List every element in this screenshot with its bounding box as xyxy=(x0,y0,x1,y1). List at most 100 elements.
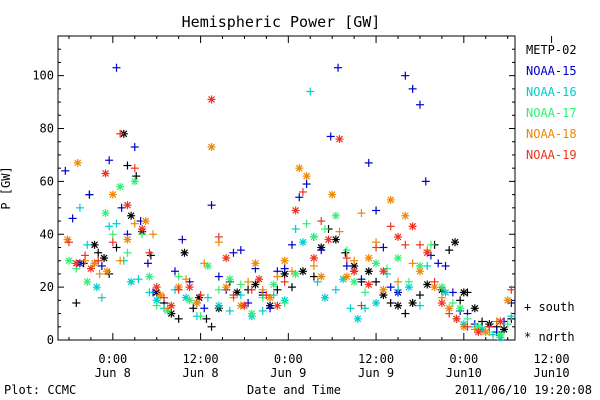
north-point xyxy=(90,240,99,249)
north-point xyxy=(130,177,139,186)
south-point xyxy=(207,201,216,210)
north-point xyxy=(180,248,189,257)
north-point xyxy=(141,217,150,226)
north-point xyxy=(90,259,99,268)
x-tick-time-label: 12:00 xyxy=(533,352,569,366)
south-point xyxy=(394,285,403,294)
south-point xyxy=(108,230,117,239)
south-point xyxy=(306,87,315,96)
north-point xyxy=(379,267,388,276)
north-point xyxy=(152,283,161,292)
south-point xyxy=(266,304,275,313)
south-point xyxy=(273,272,282,281)
south-point xyxy=(68,214,77,223)
north-point xyxy=(127,211,136,220)
south-point xyxy=(247,285,256,294)
south-point xyxy=(130,143,139,152)
north-point xyxy=(291,269,300,278)
south-point xyxy=(507,285,516,294)
south-point xyxy=(302,219,311,228)
south-point xyxy=(401,309,410,318)
south-point xyxy=(280,277,289,286)
north-point xyxy=(92,283,101,292)
south-point xyxy=(291,224,300,233)
legend-entry: NOAA-17 xyxy=(526,106,577,120)
south-point xyxy=(361,288,370,297)
south-point xyxy=(105,222,114,231)
south-point xyxy=(170,267,179,276)
north-point xyxy=(123,235,132,244)
x-tick-time-label: 12:00 xyxy=(183,352,219,366)
south-point xyxy=(379,243,388,252)
south-point xyxy=(105,156,114,165)
north-point xyxy=(350,277,359,286)
south-point xyxy=(97,293,106,302)
south-point xyxy=(372,206,381,215)
south-point xyxy=(116,129,125,138)
north-point xyxy=(167,301,176,310)
south-point xyxy=(130,164,139,173)
south-point xyxy=(334,63,343,72)
south-point xyxy=(287,283,296,292)
south-point xyxy=(317,217,326,226)
south-point xyxy=(145,288,154,297)
south-point xyxy=(313,277,322,286)
south-point xyxy=(394,277,403,286)
south-point xyxy=(448,288,457,297)
south-point xyxy=(85,190,94,199)
south-point xyxy=(309,272,318,281)
legend-entry: NOAA-15 xyxy=(526,64,577,78)
south-point xyxy=(95,269,104,278)
x-axis-label: Date and Time xyxy=(247,383,341,397)
footer-timestamp: 2011/06/10 19:20:08 xyxy=(455,383,592,397)
south-point xyxy=(236,246,245,255)
north-point xyxy=(222,254,231,263)
north-point xyxy=(353,314,362,323)
north-point xyxy=(408,222,417,231)
north-point xyxy=(364,267,373,276)
north-point xyxy=(214,301,223,310)
south-point xyxy=(196,312,205,321)
south-point xyxy=(456,296,465,305)
south-point xyxy=(415,291,424,300)
south-point xyxy=(357,209,366,218)
legend-entry: METP-02 xyxy=(526,43,577,57)
north-point xyxy=(273,301,282,310)
north-point xyxy=(317,272,326,281)
south-point xyxy=(97,261,106,270)
legend-entry: NOAA-18 xyxy=(526,127,577,141)
north-point xyxy=(102,267,111,276)
north-point xyxy=(192,298,201,307)
north-point xyxy=(73,158,82,167)
north-point xyxy=(309,254,318,263)
north-point xyxy=(404,283,413,292)
south-point xyxy=(130,219,139,228)
south-point xyxy=(386,283,395,292)
y-tick-label: 0 xyxy=(47,333,54,347)
north-point xyxy=(372,259,381,268)
south-point xyxy=(196,291,205,300)
north-point xyxy=(269,280,278,289)
y-axis-label: P [GW] xyxy=(0,166,13,209)
north-point xyxy=(145,272,154,281)
south-point xyxy=(401,240,410,249)
chart-title: Hemispheric Power [GW] xyxy=(182,13,381,31)
south-point xyxy=(441,261,450,270)
north-point xyxy=(280,269,289,278)
x-tick-date-label: Jun 9 xyxy=(270,366,306,380)
north-point xyxy=(255,275,264,284)
north-point xyxy=(185,296,194,305)
south-point xyxy=(445,246,454,255)
south-point xyxy=(463,322,472,331)
south-point xyxy=(203,293,212,302)
south-point xyxy=(214,285,223,294)
north-point xyxy=(394,301,403,310)
south-point xyxy=(448,298,457,307)
north-point xyxy=(451,238,460,247)
south-point xyxy=(434,259,443,268)
south-point xyxy=(507,312,516,321)
north-point xyxy=(500,325,509,334)
north-point xyxy=(364,254,373,263)
